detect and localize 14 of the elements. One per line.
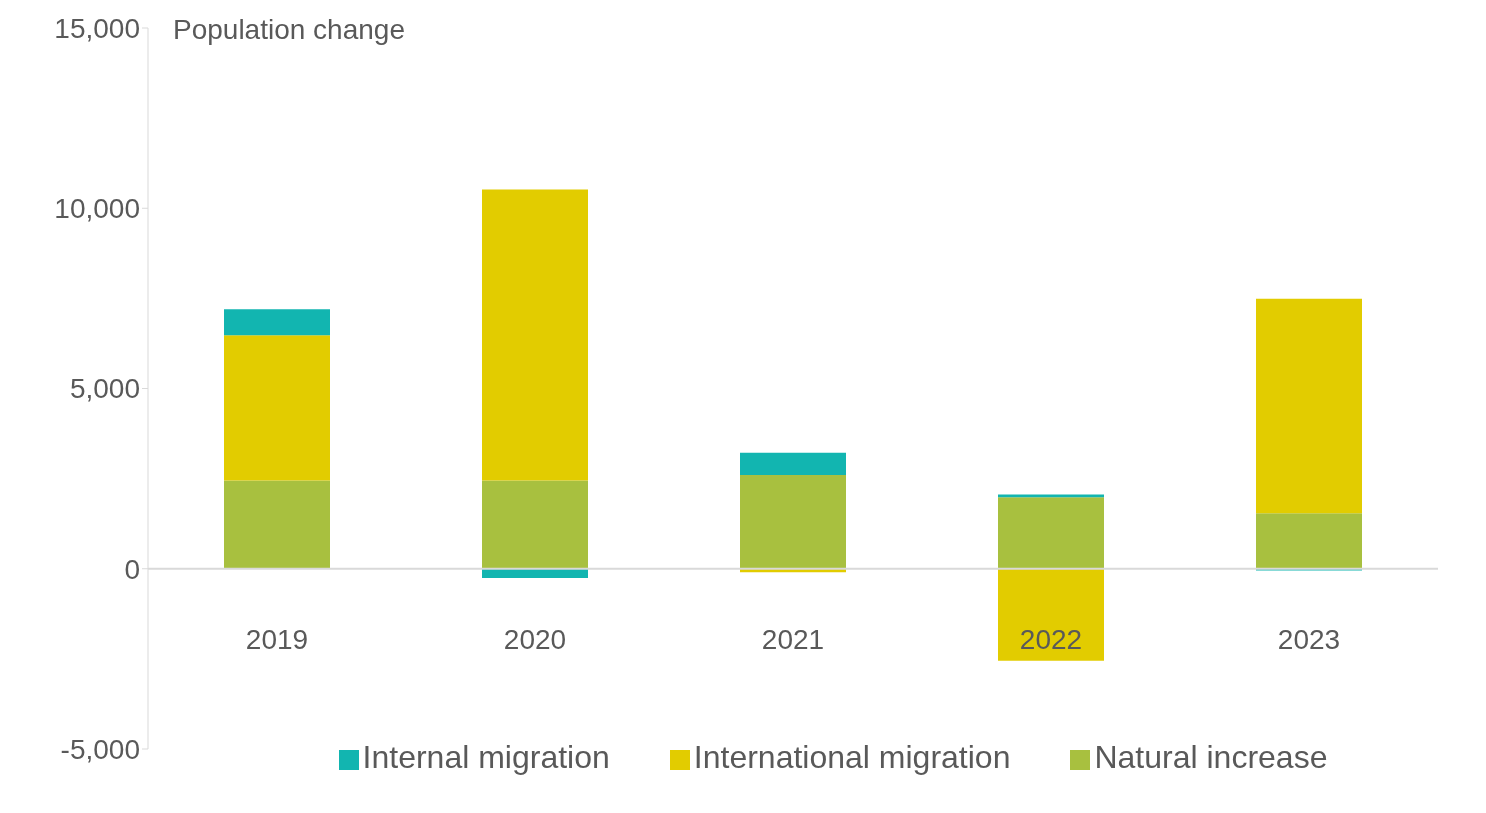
legend-label: Natural increase xyxy=(1094,739,1328,775)
y-tick-label: 0 xyxy=(124,553,140,585)
y-tick-label: -5,000 xyxy=(60,733,140,765)
x-tick-label: 2022 xyxy=(1019,623,1083,655)
x-tick-label: 2020 xyxy=(503,623,567,655)
x-tick-label: 2023 xyxy=(1277,623,1341,655)
legend-label: Internal migration xyxy=(362,739,610,775)
y-tick-label: 15,000 xyxy=(54,12,140,44)
legend-label: International migration xyxy=(693,739,1011,775)
y-axis-title: Population change xyxy=(173,14,405,46)
x-tick-label: 2019 xyxy=(245,623,309,655)
y-tick-label: 10,000 xyxy=(54,193,140,225)
y-tick-label: 5,000 xyxy=(69,373,140,405)
x-tick-label: 2021 xyxy=(761,623,825,655)
